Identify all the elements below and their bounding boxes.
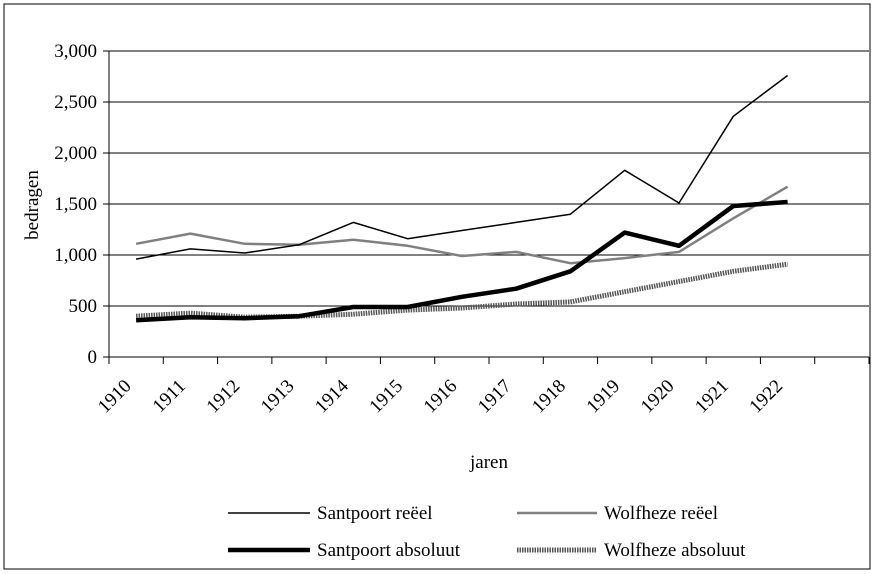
- y-tick-label: 3,000: [54, 41, 97, 62]
- y-tick-label: 1,500: [54, 194, 97, 215]
- y-tick-label: 2,000: [54, 143, 97, 164]
- legend: Santpoort reëel Wolfheze reëel Santpoort a…: [228, 503, 746, 561]
- y-tick-label: 500: [69, 296, 98, 317]
- y-axis-title: bedragen: [22, 170, 43, 240]
- y-tick-label: 1,000: [54, 245, 97, 266]
- legend-label-2: Santpoort absoluut: [317, 540, 461, 561]
- legend-label-1: Wolfheze reëel: [604, 503, 718, 524]
- gridlines: [109, 50, 869, 307]
- x-axis-title: jaren: [469, 452, 508, 473]
- series-lines: [135, 74, 789, 323]
- series-line-0: [135, 74, 789, 260]
- legend-label-3: Wolfheze absoluut: [604, 540, 746, 561]
- series-line-2: [135, 199, 788, 323]
- y-tick-label: 0: [88, 347, 98, 368]
- y-tick-label: 2,500: [54, 92, 97, 113]
- axes: [103, 50, 870, 364]
- series-line-1: [135, 185, 789, 265]
- legend-label-0: Santpoort reëel: [317, 503, 433, 524]
- chart-border: [3, 3, 871, 570]
- y-tick-labels: 0 500 1,000 1,500 2,000 2,500 3,000: [54, 41, 97, 368]
